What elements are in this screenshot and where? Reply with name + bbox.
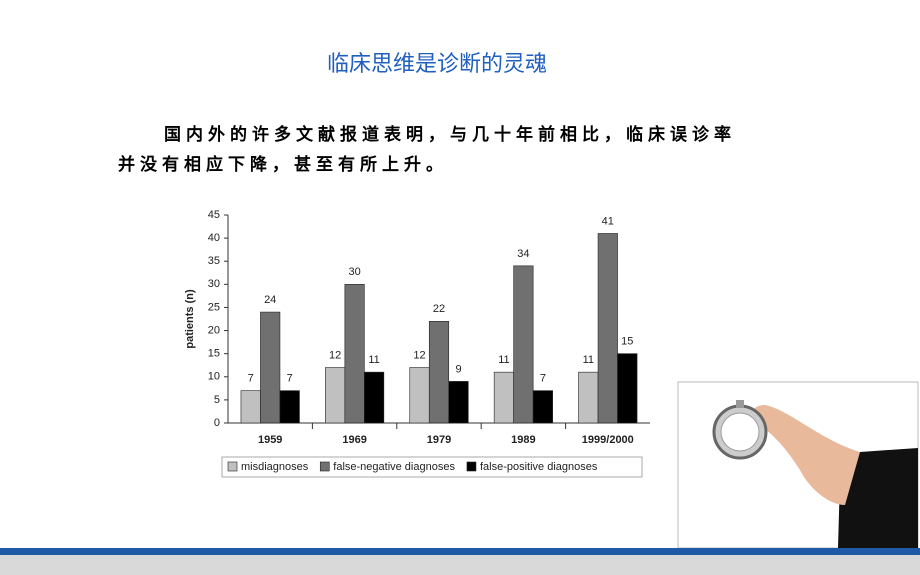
y-tick-label: 10 [208,371,220,383]
bar [493,371,514,424]
value-label: 22 [433,303,445,315]
y-tick-label: 45 [208,209,220,221]
value-label: 11 [368,354,379,366]
y-tick-label: 15 [208,348,220,360]
legend-swatch [466,461,477,472]
value-label: 12 [329,349,341,361]
bar [532,390,553,424]
value-label: 7 [248,373,254,385]
bar [240,390,261,424]
value-label: 7 [540,373,546,385]
y-axis-label: patients (n) [184,289,196,349]
bar [578,371,599,424]
bar [364,371,385,424]
bar [325,367,346,424]
footer-strip [0,555,920,575]
legend-swatch [319,461,330,472]
legend-swatch [227,461,238,472]
value-label: 11 [498,354,509,366]
value-label: 12 [413,349,425,361]
bar [260,311,281,424]
chart: 0 5 10 15 20 25 30 35 40 45 patients (n) 1959 7 24 7 19… [184,209,919,548]
y-tick-label: 30 [208,278,220,290]
value-label: 41 [602,215,614,227]
footer-bar [0,548,920,555]
y-tick-label: 35 [208,255,220,267]
slide-title: 临床思维是诊断的灵魂 [326,52,547,77]
y-tick-label: 5 [214,394,220,406]
bar [409,367,430,424]
value-label: 7 [287,373,293,385]
y-tick-label: 40 [208,232,220,244]
y-tick-label: 0 [214,417,220,429]
y-tick-label: 25 [208,301,220,313]
bar [279,390,300,424]
bar [448,381,469,424]
x-tick-label: 1959 [258,434,282,446]
x-tick-label: 1969 [342,434,366,446]
bar [513,265,534,424]
value-label: 9 [455,363,461,375]
bar [617,353,638,424]
value-label: 24 [264,294,276,306]
legend-label: false-positive diagnoses [480,461,598,473]
x-tick-label: 1979 [427,434,451,446]
photo [677,381,919,548]
legend-label: false-negative diagnoses [333,461,455,473]
value-label: 11 [583,354,594,366]
bar [344,284,365,424]
value-label: 15 [621,336,633,348]
legend-label: misdiagnoses [241,461,309,473]
value-label: 30 [348,266,360,278]
paragraph: 国内外的许多文献报道表明，与几十年前相比，临床误诊率并没有相应下降，甚至有所上升… [118,125,736,175]
x-tick-label: 1989 [511,434,535,446]
y-tick-label: 20 [208,324,220,336]
bar [597,233,618,424]
x-tick-label: 1999/2000 [582,434,634,446]
bar [428,321,450,424]
value-label: 34 [517,248,529,260]
